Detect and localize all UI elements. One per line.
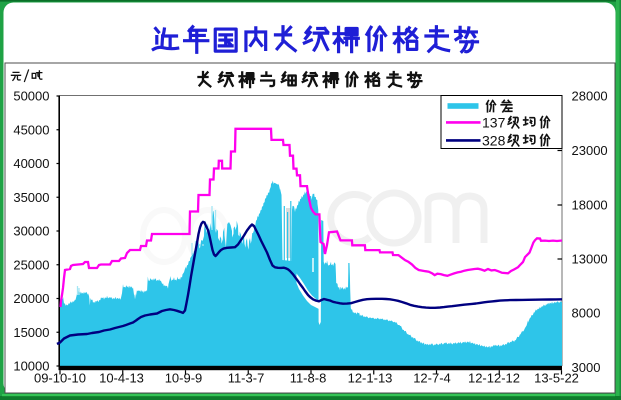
svg-text:3000: 3000 bbox=[572, 360, 601, 375]
svg-text:50000: 50000 bbox=[13, 89, 49, 104]
svg-text:8000: 8000 bbox=[572, 306, 601, 321]
svg-text:40000: 40000 bbox=[13, 156, 49, 171]
svg-text:25000: 25000 bbox=[13, 257, 49, 272]
svg-text:45000: 45000 bbox=[13, 122, 49, 137]
svg-text:23000: 23000 bbox=[572, 143, 608, 158]
svg-text:10-4-13: 10-4-13 bbox=[99, 371, 144, 386]
svg-text:12-7-4: 12-7-4 bbox=[413, 371, 451, 386]
svg-text:20000: 20000 bbox=[13, 291, 49, 306]
svg-text:12-12-12: 12-12-12 bbox=[468, 371, 520, 386]
svg-text:13000: 13000 bbox=[572, 252, 608, 267]
svg-text:137: 137 bbox=[482, 114, 506, 130]
svg-text:328: 328 bbox=[482, 132, 506, 148]
svg-text:11-8-8: 11-8-8 bbox=[290, 371, 327, 386]
svg-text:18000: 18000 bbox=[572, 198, 608, 213]
svg-text:10000: 10000 bbox=[13, 359, 49, 374]
svg-text:30000: 30000 bbox=[13, 224, 49, 239]
svg-text:28000: 28000 bbox=[572, 89, 608, 104]
svg-text:13-5-22: 13-5-22 bbox=[534, 371, 579, 386]
svg-text:12-1-13: 12-1-13 bbox=[348, 371, 393, 386]
svg-text:15000: 15000 bbox=[13, 325, 49, 340]
svg-text:11-3-7: 11-3-7 bbox=[228, 371, 265, 386]
svg-text:10-9-9: 10-9-9 bbox=[165, 371, 203, 386]
svg-text:35000: 35000 bbox=[13, 190, 49, 205]
svg-text:09-10-10: 09-10-10 bbox=[34, 371, 86, 386]
